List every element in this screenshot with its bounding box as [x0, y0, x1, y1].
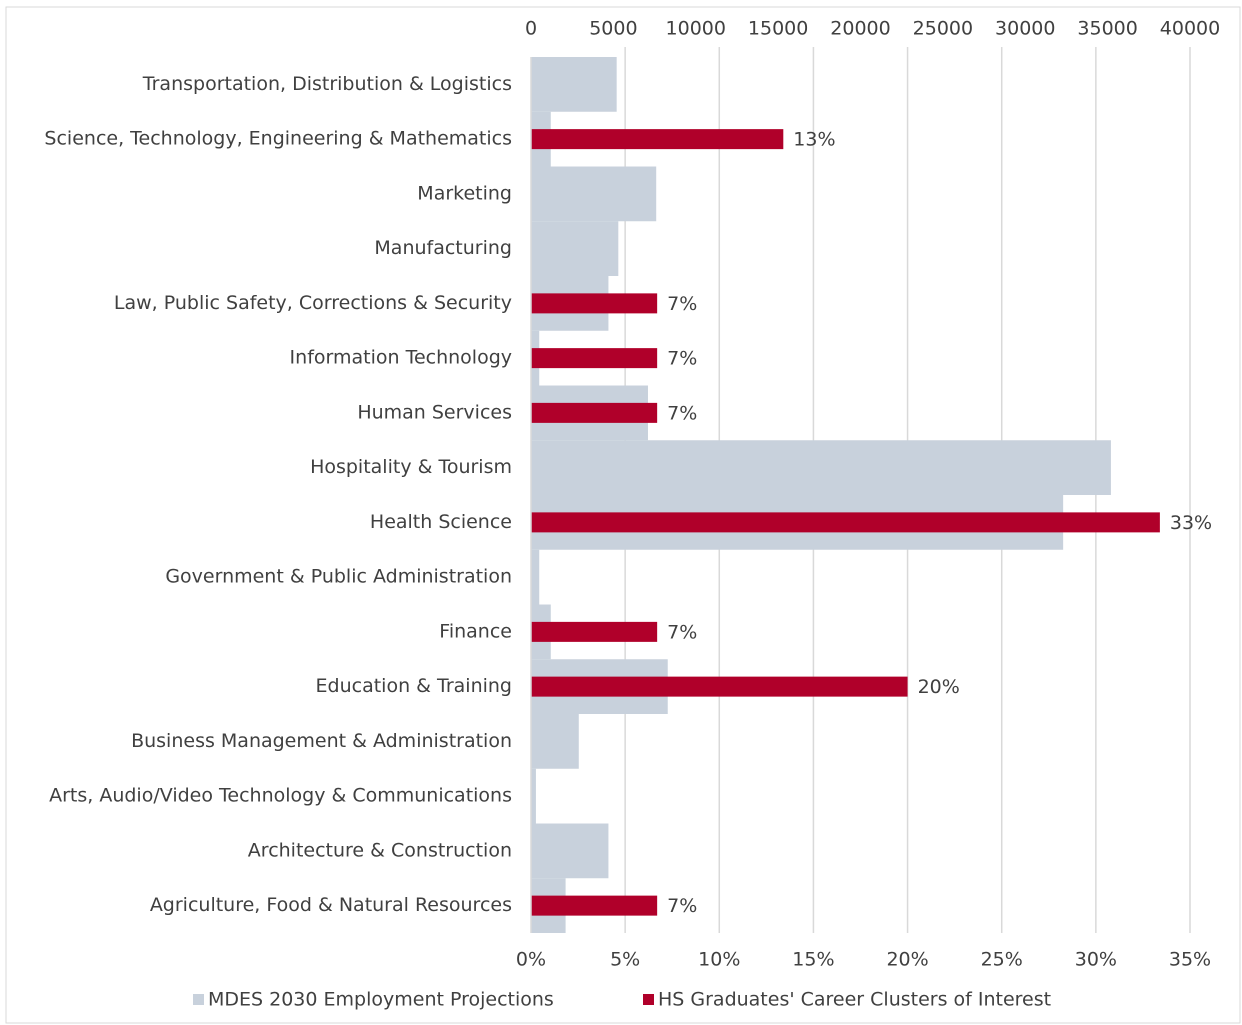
data-label: 13%: [793, 129, 835, 151]
x2-tick-label: 5000: [589, 18, 637, 40]
legend-swatch: [643, 994, 654, 1005]
y-tick-label: Education & Training: [316, 675, 512, 697]
y-tick-label: Finance: [439, 620, 512, 642]
bar: [531, 512, 1160, 533]
data-label: 33%: [1170, 512, 1212, 534]
x2-tick-label: 0: [525, 18, 537, 40]
y-tick-label: Science, Technology, Engineering & Mathe…: [44, 128, 512, 150]
x2-tick-label: 20000: [830, 18, 890, 40]
y-tick-label: Government & Public Administration: [165, 566, 512, 588]
bar: [531, 823, 609, 879]
bar: [531, 221, 619, 276]
bar: [531, 166, 657, 222]
x2-tick-label: 30000: [995, 18, 1055, 40]
bar: [531, 895, 658, 916]
bar: [531, 129, 784, 150]
x-tick-label: 35%: [1169, 949, 1211, 971]
x-tick-label: 10%: [698, 949, 740, 971]
y-tick-label: Manufacturing: [374, 237, 512, 259]
y-tick-label: Human Services: [357, 401, 512, 423]
data-label: 7%: [667, 895, 697, 917]
x2-tick-label: 40000: [1160, 18, 1220, 40]
x-tick-label: 15%: [792, 949, 834, 971]
data-label: 7%: [667, 293, 697, 315]
y-tick-label: Information Technology: [290, 347, 512, 369]
data-label: 7%: [667, 621, 697, 643]
data-label: 7%: [667, 402, 697, 424]
y-tick-label: Hospitality & Tourism: [310, 456, 512, 478]
y-tick-label: Law, Public Safety, Corrections & Securi…: [114, 292, 512, 314]
data-label: 7%: [667, 348, 697, 370]
bar: [531, 440, 1111, 495]
x2-tick-label: 10000: [666, 18, 726, 40]
frame: [5, 6, 1241, 1024]
x2-tick-label: 15000: [748, 18, 808, 40]
y-tick-label: Health Science: [370, 511, 512, 533]
y-tick-label: Arts, Audio/Video Technology & Communica…: [49, 785, 512, 807]
bar: [531, 293, 658, 314]
bar: [531, 57, 617, 112]
bar: [531, 549, 540, 605]
y-tick-label: Agriculture, Food & Natural Resources: [150, 894, 512, 916]
bar: [531, 768, 536, 824]
y-tick-label: Architecture & Construction: [248, 839, 512, 861]
x2-tick-label: 35000: [1077, 18, 1137, 40]
legend-label: HS Graduates' Career Clusters of Interes…: [658, 989, 1051, 1011]
x-tick-label: 5%: [610, 949, 640, 971]
bar: [531, 714, 579, 769]
legend-label: MDES 2030 Employment Projections: [208, 989, 554, 1011]
y-tick-label: Business Management & Administration: [131, 730, 512, 752]
data-label: 20%: [918, 676, 960, 698]
legend-swatch: [193, 994, 204, 1005]
bar: [531, 402, 658, 423]
y-tick-label: Transportation, Distribution & Logistics: [142, 73, 512, 95]
bar: [531, 621, 658, 642]
x-tick-label: 30%: [1075, 949, 1117, 971]
y-tick-label: Marketing: [417, 182, 512, 204]
x-tick-label: 0%: [516, 949, 546, 971]
x2-tick-label: 25000: [913, 18, 973, 40]
x-tick-label: 25%: [981, 949, 1023, 971]
bar: [531, 348, 658, 369]
x-tick-label: 20%: [886, 949, 928, 971]
bar: [531, 676, 908, 697]
